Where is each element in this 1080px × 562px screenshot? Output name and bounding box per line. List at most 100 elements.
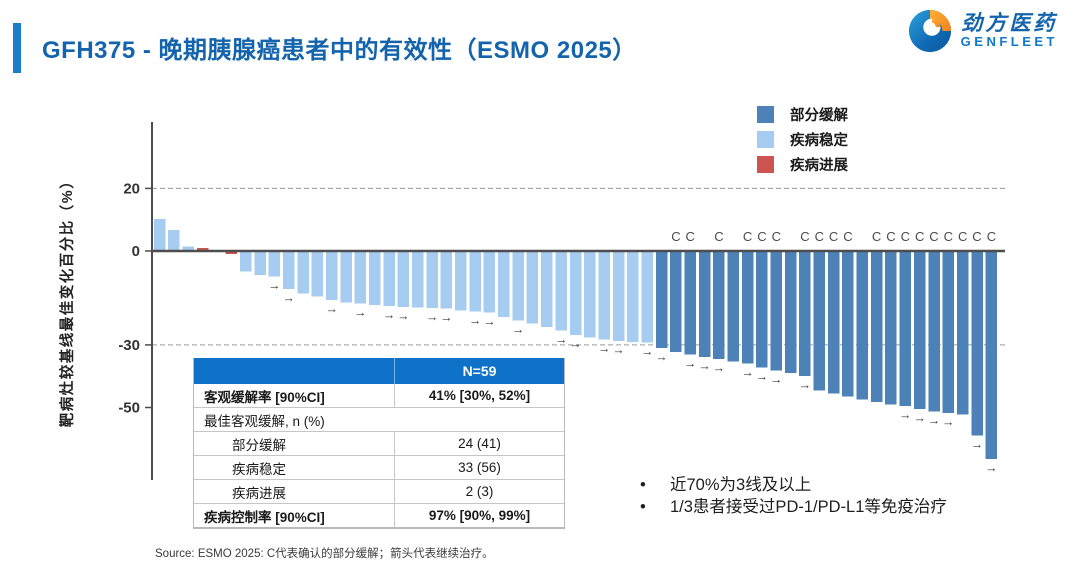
confirmed-response-label: C (944, 229, 953, 244)
logo-name-cn: 劲方医药 (961, 12, 1058, 36)
ongoing-treatment-arrow: → (483, 314, 496, 328)
ongoing-treatment-arrow: → (713, 361, 726, 375)
waterfall-bar-pr (655, 251, 668, 348)
waterfall-bar-pr (684, 251, 696, 355)
ongoing-treatment-arrow: → (942, 415, 955, 429)
table-row: 最佳客观缓解, n (%) (194, 408, 564, 432)
waterfall-bar-pr (856, 251, 868, 400)
ongoing-treatment-arrow: → (354, 305, 367, 319)
table-cell-label: 疾病控制率 [90%CI] (204, 509, 325, 525)
waterfall-bar-sd (512, 251, 524, 321)
legend-swatch-PR (757, 106, 774, 123)
table-row: 疾病进展 2 (3) (194, 480, 564, 504)
ongoing-treatment-arrow: → (971, 438, 984, 452)
waterfall-bar-sd (268, 251, 281, 277)
waterfall-bar-sd (254, 251, 266, 275)
waterfall-bar-pr (956, 251, 969, 415)
table-cell-label: 客观缓解率 [90%CI] (204, 389, 325, 405)
ongoing-treatment-arrow: → (684, 357, 697, 371)
chart-legend: 部分缓解疾病稳定疾病进展 (757, 102, 848, 177)
waterfall-bar-sd (153, 219, 166, 251)
bullet-dot: • (640, 476, 646, 494)
table-row: 部分缓解 24 (41) (194, 432, 564, 456)
waterfall-bar-pr (870, 251, 883, 403)
genfleet-logo-icon (908, 9, 951, 53)
confirmed-response-label: C (800, 229, 809, 244)
legend-label: 疾病进展 (790, 158, 848, 174)
waterfall-bar-sd (182, 246, 195, 251)
waterfall-bar-sd (569, 251, 582, 335)
ongoing-treatment-arrow: → (913, 411, 926, 425)
waterfall-bar-sd (469, 251, 481, 312)
confirmed-response-label: C (815, 229, 824, 244)
legend-swatch-SD (757, 131, 774, 148)
ongoing-treatment-arrow: → (325, 302, 338, 316)
confirmed-response-label: C (671, 229, 680, 244)
waterfall-bar-pr (784, 251, 797, 374)
waterfall-bar-pr (670, 251, 682, 353)
y-tick-label: 20 (123, 180, 140, 197)
waterfall-bar-sd (440, 251, 453, 309)
y-axis-title: 靶病灶较基线最佳变化百分比（%） (58, 173, 76, 427)
table-cell-value: 2 (3) (394, 480, 564, 503)
confirmed-response-label: C (686, 229, 695, 244)
waterfall-bar-sd (311, 251, 324, 297)
table-cell-value: 24 (41) (394, 432, 564, 455)
waterfall-bar-pr (913, 251, 926, 410)
ongoing-treatment-arrow: → (741, 366, 754, 380)
waterfall-bar-pr (985, 251, 998, 460)
waterfall-bar-pr (713, 251, 725, 359)
waterfall-bar-sd (541, 251, 553, 328)
legend-label: 疾病稳定 (790, 133, 848, 149)
confirmed-response-label: C (958, 229, 967, 244)
table-cell-label: 部分缓解 (232, 437, 286, 453)
waterfall-bar-sd (584, 251, 596, 338)
ongoing-treatment-arrow: → (756, 370, 769, 384)
waterfall-bar-pr (942, 251, 955, 414)
confirmed-response-label: C (886, 229, 895, 244)
table-cell-label: 疾病进展 (232, 485, 286, 501)
ongoing-treatment-arrow: → (397, 309, 410, 323)
confirmed-response-label: C (843, 229, 852, 244)
efficacy-table: N=59 客观缓解率 [90%CI] 41% [30%, 52%] 最佳客观缓解, n… (193, 358, 565, 529)
waterfall-bar-sd (483, 251, 496, 313)
confirmed-response-label: C (757, 229, 766, 244)
waterfall-bar-pd (196, 248, 209, 251)
y-tick-label: -30 (118, 337, 140, 354)
waterfall-bar-pr (899, 251, 912, 407)
waterfall-bar-sd (455, 251, 467, 311)
waterfall-bar-pr (928, 251, 940, 412)
waterfall-bar-pr (842, 251, 854, 397)
waterfall-bar-pr (885, 251, 897, 405)
ongoing-treatment-arrow: → (512, 323, 524, 337)
table-row: 疾病稳定 33 (56) (194, 456, 564, 480)
ongoing-treatment-arrow: → (440, 311, 453, 325)
table-cell-label: 疾病稳定 (232, 461, 286, 477)
waterfall-bar-sd (340, 251, 352, 303)
waterfall-bar-pr (770, 251, 782, 371)
waterfall-bar-sd (598, 251, 610, 340)
ongoing-treatment-arrow: → (555, 333, 568, 347)
waterfall-bar-sd (555, 251, 567, 331)
confirmed-response-label: C (743, 229, 752, 244)
legend-label: 部分缓解 (790, 108, 848, 124)
table-row: 疾病控制率 [90%CI] 97% [90%, 99%] (194, 504, 564, 528)
confirmed-response-label: C (901, 229, 910, 244)
ongoing-treatment-arrow: → (598, 342, 611, 356)
ongoing-treatment-arrow: → (383, 308, 396, 322)
waterfall-bar-sd (297, 251, 309, 294)
waterfall-bar-pr (698, 251, 711, 357)
ongoing-treatment-arrow: → (426, 310, 439, 324)
waterfall-bar-sd (412, 251, 424, 308)
waterfall-chart-canvas: →→→ → → → → → → →→→ → → → → →C C→ →C→C→C→C→C→C C C C C C→C→… (58, 122, 1005, 480)
waterfall-bar-pr (756, 251, 768, 368)
y-tick-label: -50 (118, 400, 140, 417)
ongoing-treatment-arrow: → (698, 359, 711, 373)
waterfall-bar-sd (239, 251, 252, 272)
waterfall-bar-sd (282, 251, 295, 290)
waterfall-bar-sd (526, 251, 539, 324)
ongoing-treatment-arrow: → (612, 343, 625, 357)
confirmed-response-label: C (987, 229, 996, 244)
ongoing-treatment-arrow: → (928, 413, 941, 427)
waterfall-bar-sd (426, 251, 438, 308)
